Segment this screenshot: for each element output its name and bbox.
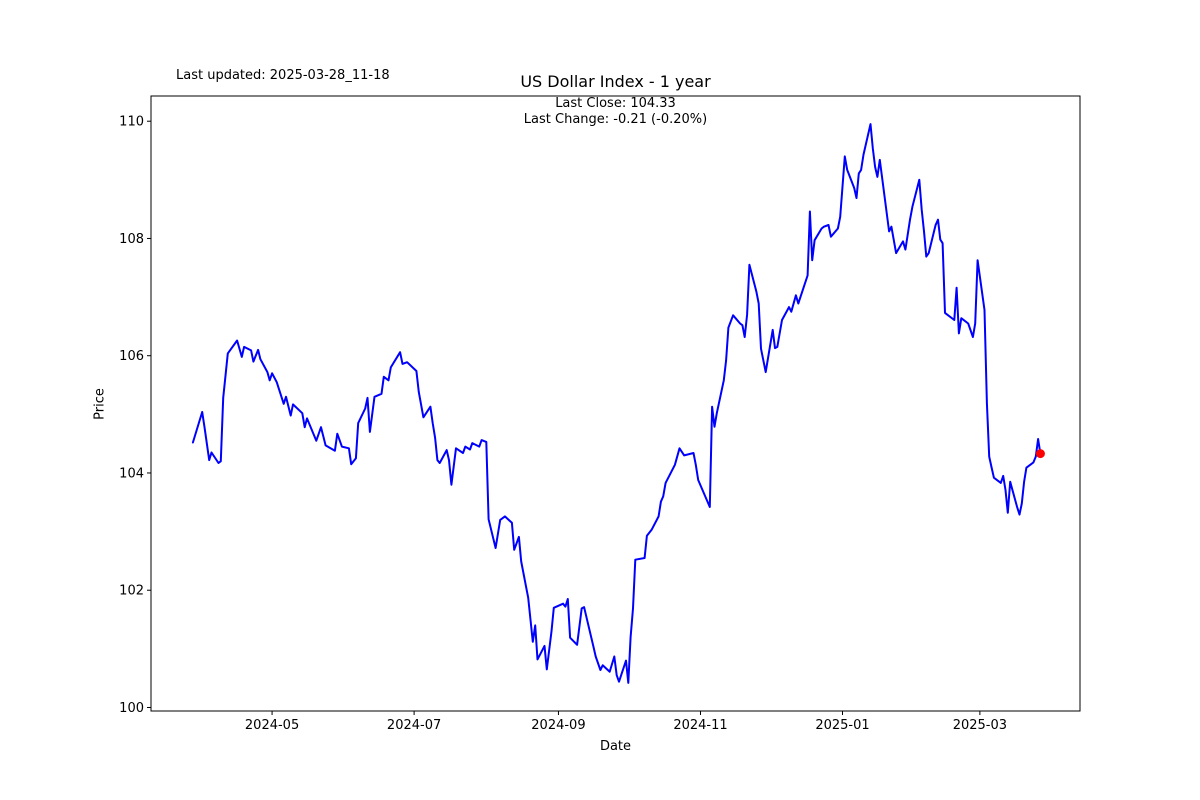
y-tick-label: 104 [119, 466, 144, 481]
x-tick-label: 2025-03 [953, 718, 1007, 733]
plot-border [150, 95, 1081, 712]
x-tick-label: 2024-05 [245, 718, 299, 733]
y-tick-label: 108 [119, 232, 144, 247]
y-tick-label: 102 [119, 584, 144, 599]
last-close-annotation: Last Close: 104.33 Last Change: -0.21 (-… [151, 96, 1080, 128]
last-close-line: Last Close: 104.33 [555, 96, 676, 111]
x-tick-label: 2024-11 [673, 718, 727, 733]
last-close-marker [1035, 449, 1045, 459]
last-change-line: Last Change: -0.21 (-0.20%) [523, 112, 708, 127]
y-tick-label: 110 [119, 115, 144, 130]
y-tick-label: 106 [119, 349, 144, 364]
last-updated-text: Last updated: 2025-03-28_11-18 [176, 68, 390, 83]
x-tick-label: 2024-07 [387, 718, 441, 733]
y-tick-label: 100 [119, 701, 144, 716]
x-tick-label: 2024-09 [531, 718, 585, 733]
x-axis-label: Date [599, 739, 632, 754]
price-line [191, 123, 1042, 684]
y-axis-label: Price [92, 388, 108, 420]
chart-title: US Dollar Index - 1 year [520, 72, 711, 91]
x-tick-label: 2025-01 [815, 718, 869, 733]
